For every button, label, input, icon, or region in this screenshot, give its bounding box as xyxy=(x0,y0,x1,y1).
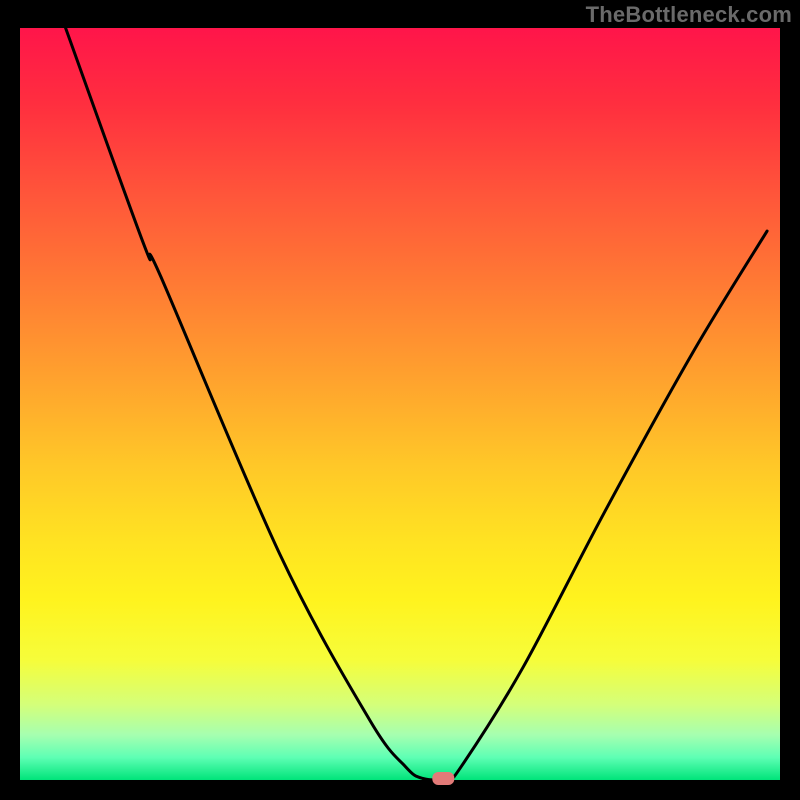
chart-svg xyxy=(0,0,800,800)
plot-background xyxy=(20,28,780,780)
chart-frame: { "watermark": { "text": "TheBottleneck.… xyxy=(0,0,800,800)
optimal-marker xyxy=(432,772,454,785)
watermark-text: TheBottleneck.com xyxy=(586,2,792,28)
